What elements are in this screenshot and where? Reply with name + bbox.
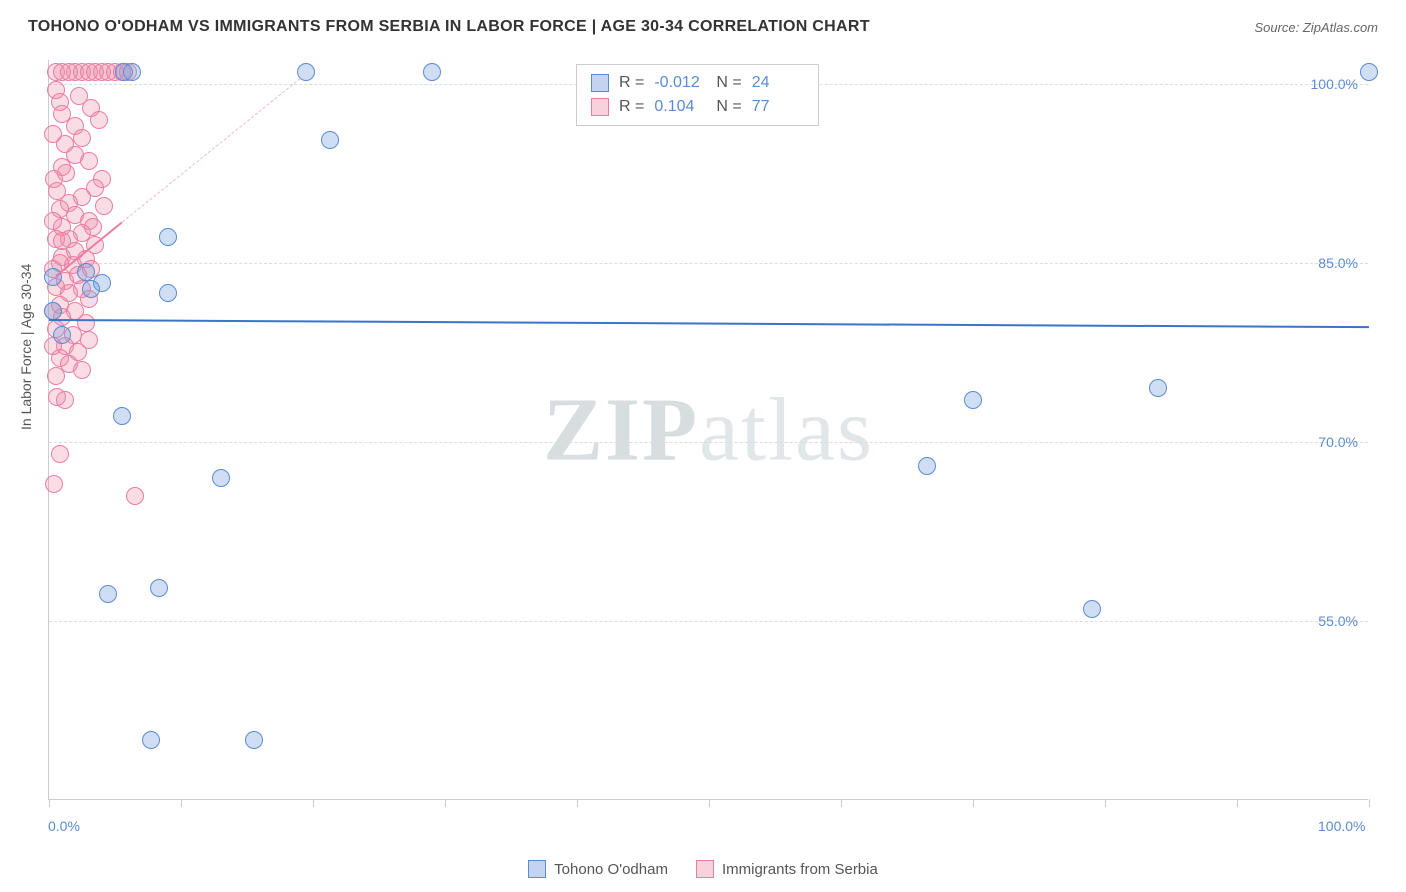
data-point (159, 228, 177, 246)
data-point (44, 125, 62, 143)
ytick-label: 85.0% (1318, 255, 1358, 271)
data-point (126, 487, 144, 505)
data-point (44, 302, 62, 320)
data-point (90, 111, 108, 129)
data-point (77, 263, 95, 281)
trendline (49, 319, 1369, 328)
data-point (82, 280, 100, 298)
data-point (95, 197, 113, 215)
data-point (44, 212, 62, 230)
data-point (113, 407, 131, 425)
stat-n-label: N = (716, 98, 741, 116)
ytick-label: 55.0% (1318, 613, 1358, 629)
data-point (73, 361, 91, 379)
gridline (49, 263, 1368, 264)
data-point (45, 170, 63, 188)
data-point (84, 218, 102, 236)
xtick (1237, 799, 1238, 807)
xtick-label: 100.0% (1318, 818, 1365, 834)
data-point (918, 457, 936, 475)
data-point (53, 326, 71, 344)
data-point (80, 152, 98, 170)
xtick (49, 799, 50, 807)
data-point (142, 731, 160, 749)
gridline (49, 621, 1368, 622)
data-point (53, 232, 71, 250)
data-point (45, 475, 63, 493)
data-point (99, 585, 117, 603)
chart-title: TOHONO O'ODHAM VS IMMIGRANTS FROM SERBIA… (28, 18, 870, 36)
data-point (47, 81, 65, 99)
xtick (313, 799, 314, 807)
data-point (964, 391, 982, 409)
stat-n-value: 24 (752, 74, 804, 92)
legend-item: Tohono O'odham (528, 860, 668, 878)
data-point (56, 391, 74, 409)
data-point (123, 63, 141, 81)
stat-r-label: R = (619, 98, 644, 116)
data-point (159, 284, 177, 302)
data-point (1083, 600, 1101, 618)
source-label: Source: ZipAtlas.com (1254, 20, 1378, 35)
xtick (841, 799, 842, 807)
swatch-icon (591, 98, 609, 116)
data-point (73, 129, 91, 147)
stat-n-value: 77 (752, 98, 804, 116)
swatch-icon (591, 74, 609, 92)
stat-r-label: R = (619, 74, 644, 92)
data-point (245, 731, 263, 749)
xtick (1105, 799, 1106, 807)
xtick (577, 799, 578, 807)
ytick-label: 100.0% (1311, 76, 1358, 92)
stats-row: R = -0.012 N = 24 (591, 71, 804, 95)
data-point (321, 131, 339, 149)
xtick (709, 799, 710, 807)
xtick (973, 799, 974, 807)
gridline (49, 442, 1368, 443)
data-point (150, 579, 168, 597)
bottom-legend: Tohono O'odham Immigrants from Serbia (0, 860, 1406, 878)
xtick (181, 799, 182, 807)
data-point (60, 63, 78, 81)
swatch-icon (528, 860, 546, 878)
legend-label: Tohono O'odham (554, 861, 668, 878)
data-point (1360, 63, 1378, 81)
stat-r-value: 0.104 (654, 98, 706, 116)
watermark: ZIPatlas (543, 378, 874, 481)
ytick-label: 70.0% (1318, 434, 1358, 450)
xtick (1369, 799, 1370, 807)
stats-row: R = 0.104 N = 77 (591, 95, 804, 119)
plot-area: ZIPatlas 55.0% 70.0% 85.0% 100.0% (48, 60, 1368, 800)
stat-r-value: -0.012 (654, 74, 706, 92)
data-point (47, 367, 65, 385)
data-point (51, 445, 69, 463)
stat-n-label: N = (716, 74, 741, 92)
y-axis-label: In Labor Force | Age 30-34 (18, 264, 34, 430)
stats-box: R = -0.012 N = 24 R = 0.104 N = 77 (576, 64, 819, 126)
data-point (423, 63, 441, 81)
swatch-icon (696, 860, 714, 878)
legend-item: Immigrants from Serbia (696, 860, 878, 878)
xtick-label: 0.0% (48, 818, 80, 834)
data-point (212, 469, 230, 487)
xtick (445, 799, 446, 807)
data-point (1149, 379, 1167, 397)
legend-label: Immigrants from Serbia (722, 861, 878, 878)
